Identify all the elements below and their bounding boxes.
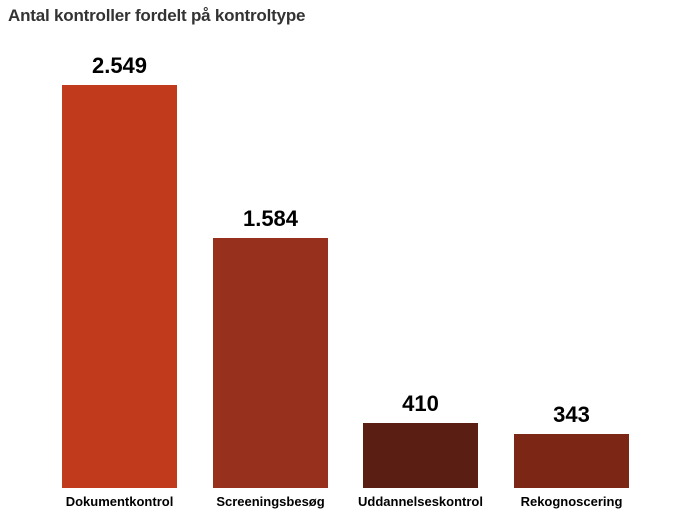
bar-dokumentkontrol[interactable]	[62, 85, 177, 488]
bar-group-rekognoscering: 343	[514, 0, 629, 488]
category-label-screeningsbesog: Screeningsbesøg	[216, 494, 325, 509]
category-label-uddannelseskontrol: Uddannelseskontrol	[358, 494, 483, 509]
bar-rekognoscering[interactable]	[514, 434, 629, 488]
bar-group-screeningsbesog: 1.584	[213, 0, 328, 488]
value-label-dokumentkontrol: 2.549	[91, 53, 148, 78]
bar-screeningsbesog[interactable]	[213, 238, 328, 488]
value-label-screeningsbesog: 1.584	[242, 206, 299, 231]
category-label-rekognoscering: Rekognoscering	[520, 494, 623, 509]
x-axis-labels: Dokumentkontrol Screeningsbesøg Uddannelse…	[0, 488, 696, 522]
bar-uddannelseskontrol[interactable]	[363, 423, 478, 488]
bar-group-dokumentkontrol: 2.549	[62, 0, 177, 488]
plot-area: 2.549 1.584 410 343	[62, 0, 629, 488]
value-label-rekognoscering: 343	[553, 402, 590, 427]
category-label-dokumentkontrol: Dokumentkontrol	[65, 494, 174, 509]
chart-title: Antal kontroller fordelt på kontroltype	[8, 6, 306, 25]
value-label-uddannelseskontrol: 410	[402, 391, 439, 416]
bar-group-uddannelseskontrol: 410	[363, 0, 478, 488]
